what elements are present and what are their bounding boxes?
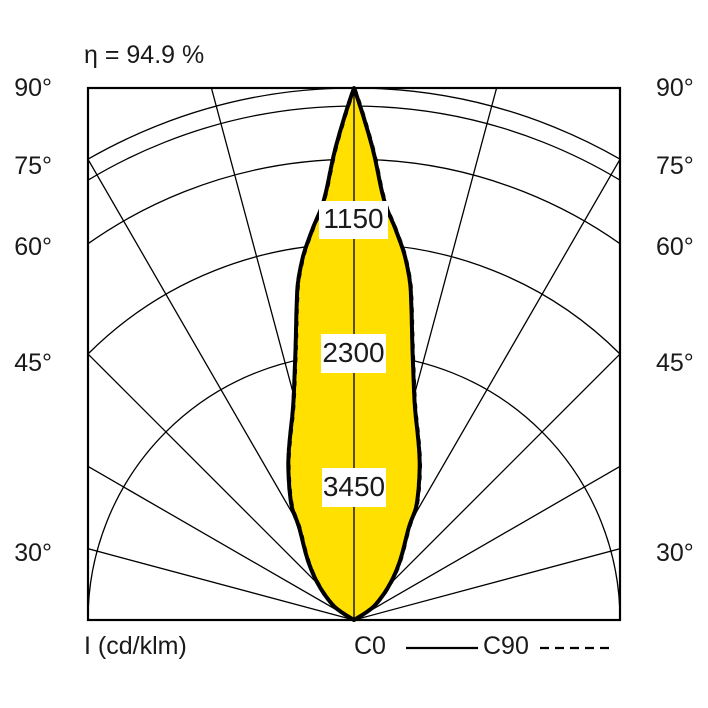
svg-text:η = 94.9 %: η = 94.9 % (84, 41, 204, 69)
svg-text:C0: C0 (354, 632, 386, 660)
svg-text:I (cd/klm): I (cd/klm) (84, 632, 187, 660)
svg-text:75°: 75° (14, 152, 52, 180)
svg-text:60°: 60° (14, 233, 52, 261)
svg-text:45°: 45° (14, 349, 52, 377)
svg-text:30°: 30° (656, 539, 694, 567)
svg-text:75°: 75° (656, 152, 694, 180)
svg-text:60°: 60° (656, 233, 694, 261)
svg-text:C90: C90 (483, 632, 529, 660)
svg-text:90°: 90° (14, 74, 52, 102)
svg-text:2300: 2300 (322, 337, 384, 368)
svg-text:1150: 1150 (323, 203, 383, 234)
svg-text:90°: 90° (656, 74, 694, 102)
svg-text:30°: 30° (14, 539, 52, 567)
svg-text:3450: 3450 (323, 471, 385, 502)
svg-text:45°: 45° (656, 349, 694, 377)
